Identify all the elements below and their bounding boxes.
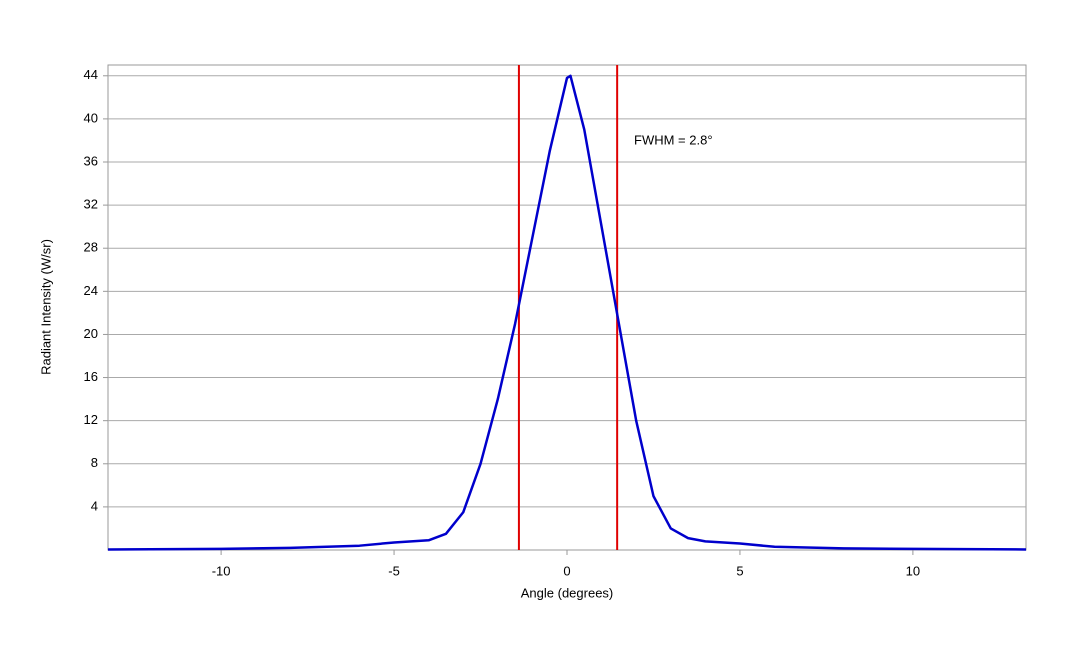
x-tick-label: -10 [212,563,231,578]
y-tick-label: 36 [84,153,98,168]
x-tick-label: 5 [736,563,743,578]
intensity-line [107,74,1027,551]
y-tick-label: 24 [84,283,98,298]
y-tick-label: 12 [84,412,98,427]
y-tick-label: 20 [84,326,98,341]
y-tick-label: 4 [91,498,98,513]
annotation: FWHM = 2.8° [634,132,713,147]
y-tick-label: 44 [84,67,98,82]
y-tick-label: 8 [91,455,98,470]
x-tick-label: -5 [388,563,400,578]
x-tick-label: 0 [563,563,570,578]
x-tick-label: 10 [906,563,920,578]
y-axis-label: Radiant Intensity (W/sr) [38,239,53,375]
plot-frame [107,64,1027,551]
y-tick-label: 16 [84,369,98,384]
y-tick-label: 28 [84,240,98,255]
x-axis-label: Angle (degrees) [521,585,614,600]
y-tick-label: 32 [84,197,98,212]
y-tick-label: 40 [84,110,98,125]
